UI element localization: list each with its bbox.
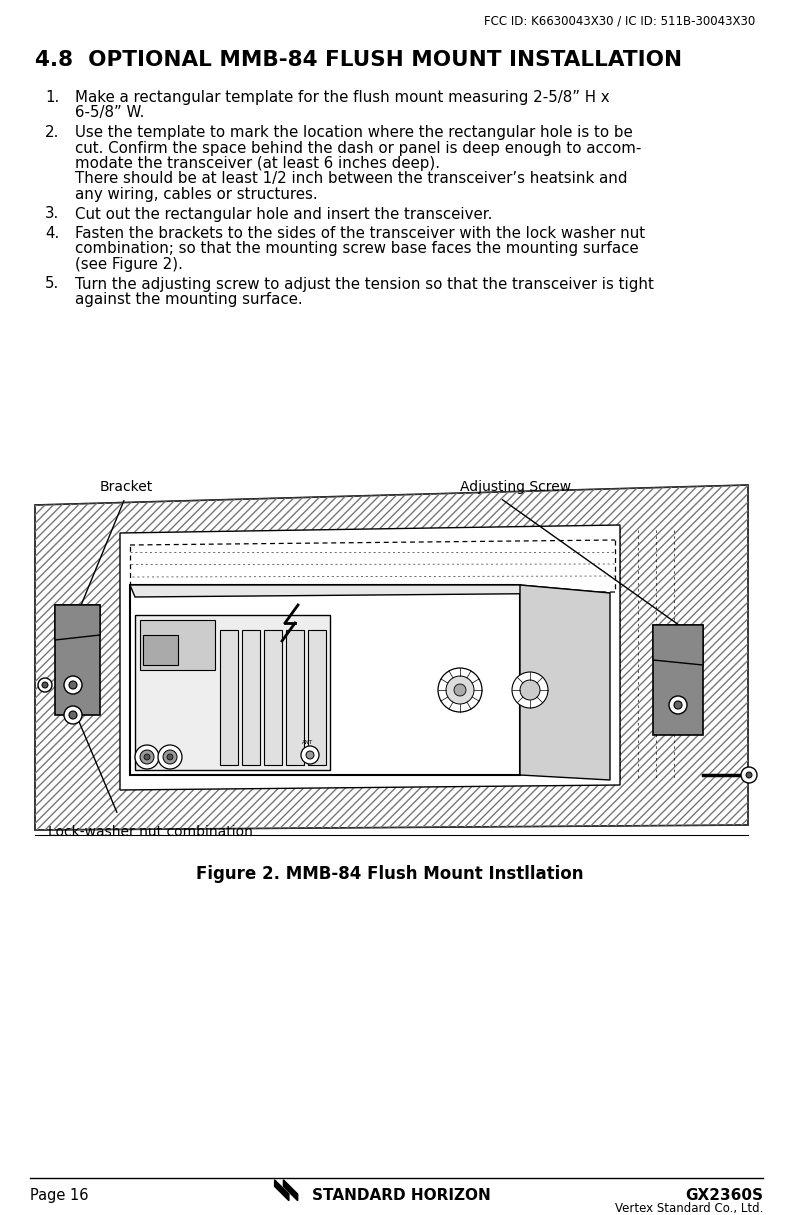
Text: 2.: 2. [45,125,59,140]
Circle shape [38,678,52,693]
Text: Turn the adjusting screw to adjust the tension so that the transceiver is tight: Turn the adjusting screw to adjust the t… [75,277,654,292]
Bar [264,631,282,765]
Text: Vertex Standard Co., Ltd.: Vertex Standard Co., Ltd. [615,1202,763,1215]
Circle shape [144,755,150,761]
Circle shape [741,767,757,782]
Circle shape [64,706,82,724]
Bar [135,615,330,770]
Polygon shape [653,625,703,665]
Circle shape [140,750,154,764]
Bar [308,631,326,765]
Circle shape [454,684,466,696]
Text: FCC ID: K6630043X30 / IC ID: 511B-30043X30: FCC ID: K6630043X30 / IC ID: 511B-30043X… [484,15,755,27]
Polygon shape [120,525,620,790]
Text: 6-5/8” W.: 6-5/8” W. [75,106,144,120]
Text: any wiring, cables or structures.: any wiring, cables or structures. [75,187,318,202]
Text: STANDARD HORIZON: STANDARD HORIZON [312,1188,491,1203]
Text: GX2360S: GX2360S [685,1188,763,1203]
Text: Figure 2. MMB-84 Flush Mount Instllation: Figure 2. MMB-84 Flush Mount Instllation [196,865,584,883]
Polygon shape [130,584,610,597]
Text: Page 16: Page 16 [30,1188,89,1203]
Bar [130,584,520,775]
Circle shape [135,745,159,769]
Text: combination; so that the mounting screw base faces the mounting surface: combination; so that the mounting screw … [75,242,638,256]
Text: modate the transceiver (at least 6 inches deep).: modate the transceiver (at least 6 inche… [75,156,440,171]
Circle shape [746,772,752,778]
Circle shape [167,755,173,761]
Text: Fasten the brackets to the sides of the transceiver with the lock washer nut: Fasten the brackets to the sides of the … [75,226,646,241]
Bar [242,631,260,765]
Text: 1.: 1. [45,90,59,104]
Text: 3.: 3. [45,207,59,221]
Polygon shape [283,1180,297,1200]
Circle shape [163,750,177,764]
Polygon shape [35,485,748,830]
Circle shape [669,696,687,714]
Circle shape [69,680,77,689]
Circle shape [69,711,77,719]
Text: 5.: 5. [45,277,59,292]
Circle shape [301,746,319,764]
Circle shape [674,701,682,710]
Text: Adjusting Screw: Adjusting Screw [460,480,571,495]
Text: cut. Confirm the space behind the dash or panel is deep enough to accom-: cut. Confirm the space behind the dash o… [75,141,642,156]
Bar [220,631,238,765]
Text: (see Figure 2).: (see Figure 2). [75,258,183,272]
Circle shape [446,676,474,703]
Bar [286,631,304,765]
Circle shape [158,745,182,769]
Text: ANT: ANT [302,740,313,745]
Text: Bracket: Bracket [100,480,153,495]
Bar [143,635,178,665]
Circle shape [306,751,314,759]
Bar [140,620,215,669]
Text: Lock-washer nut combination: Lock-washer nut combination [48,825,253,840]
Text: against the mounting surface.: against the mounting surface. [75,292,303,307]
Text: There should be at least 1/2 inch between the transceiver’s heatsink and: There should be at least 1/2 inch betwee… [75,171,627,186]
Text: Use the template to mark the location where the rectangular hole is to be: Use the template to mark the location wh… [75,125,633,140]
Circle shape [520,680,540,700]
Text: 4.: 4. [45,226,59,241]
Polygon shape [520,584,610,780]
Circle shape [512,672,548,708]
Circle shape [438,668,482,712]
Polygon shape [55,605,100,640]
Polygon shape [274,1180,289,1200]
Circle shape [64,676,82,694]
Circle shape [42,682,48,688]
Text: Cut out the rectangular hole and insert the transceiver.: Cut out the rectangular hole and insert … [75,207,492,221]
Text: Make a rectangular template for the flush mount measuring 2-5/8” H x: Make a rectangular template for the flus… [75,90,610,104]
Bar [653,625,703,735]
Text: 4.8  OPTIONAL MMB-84 FLUSH MOUNT INSTALLATION: 4.8 OPTIONAL MMB-84 FLUSH MOUNT INSTALLA… [35,50,682,70]
Bar [55,605,100,714]
